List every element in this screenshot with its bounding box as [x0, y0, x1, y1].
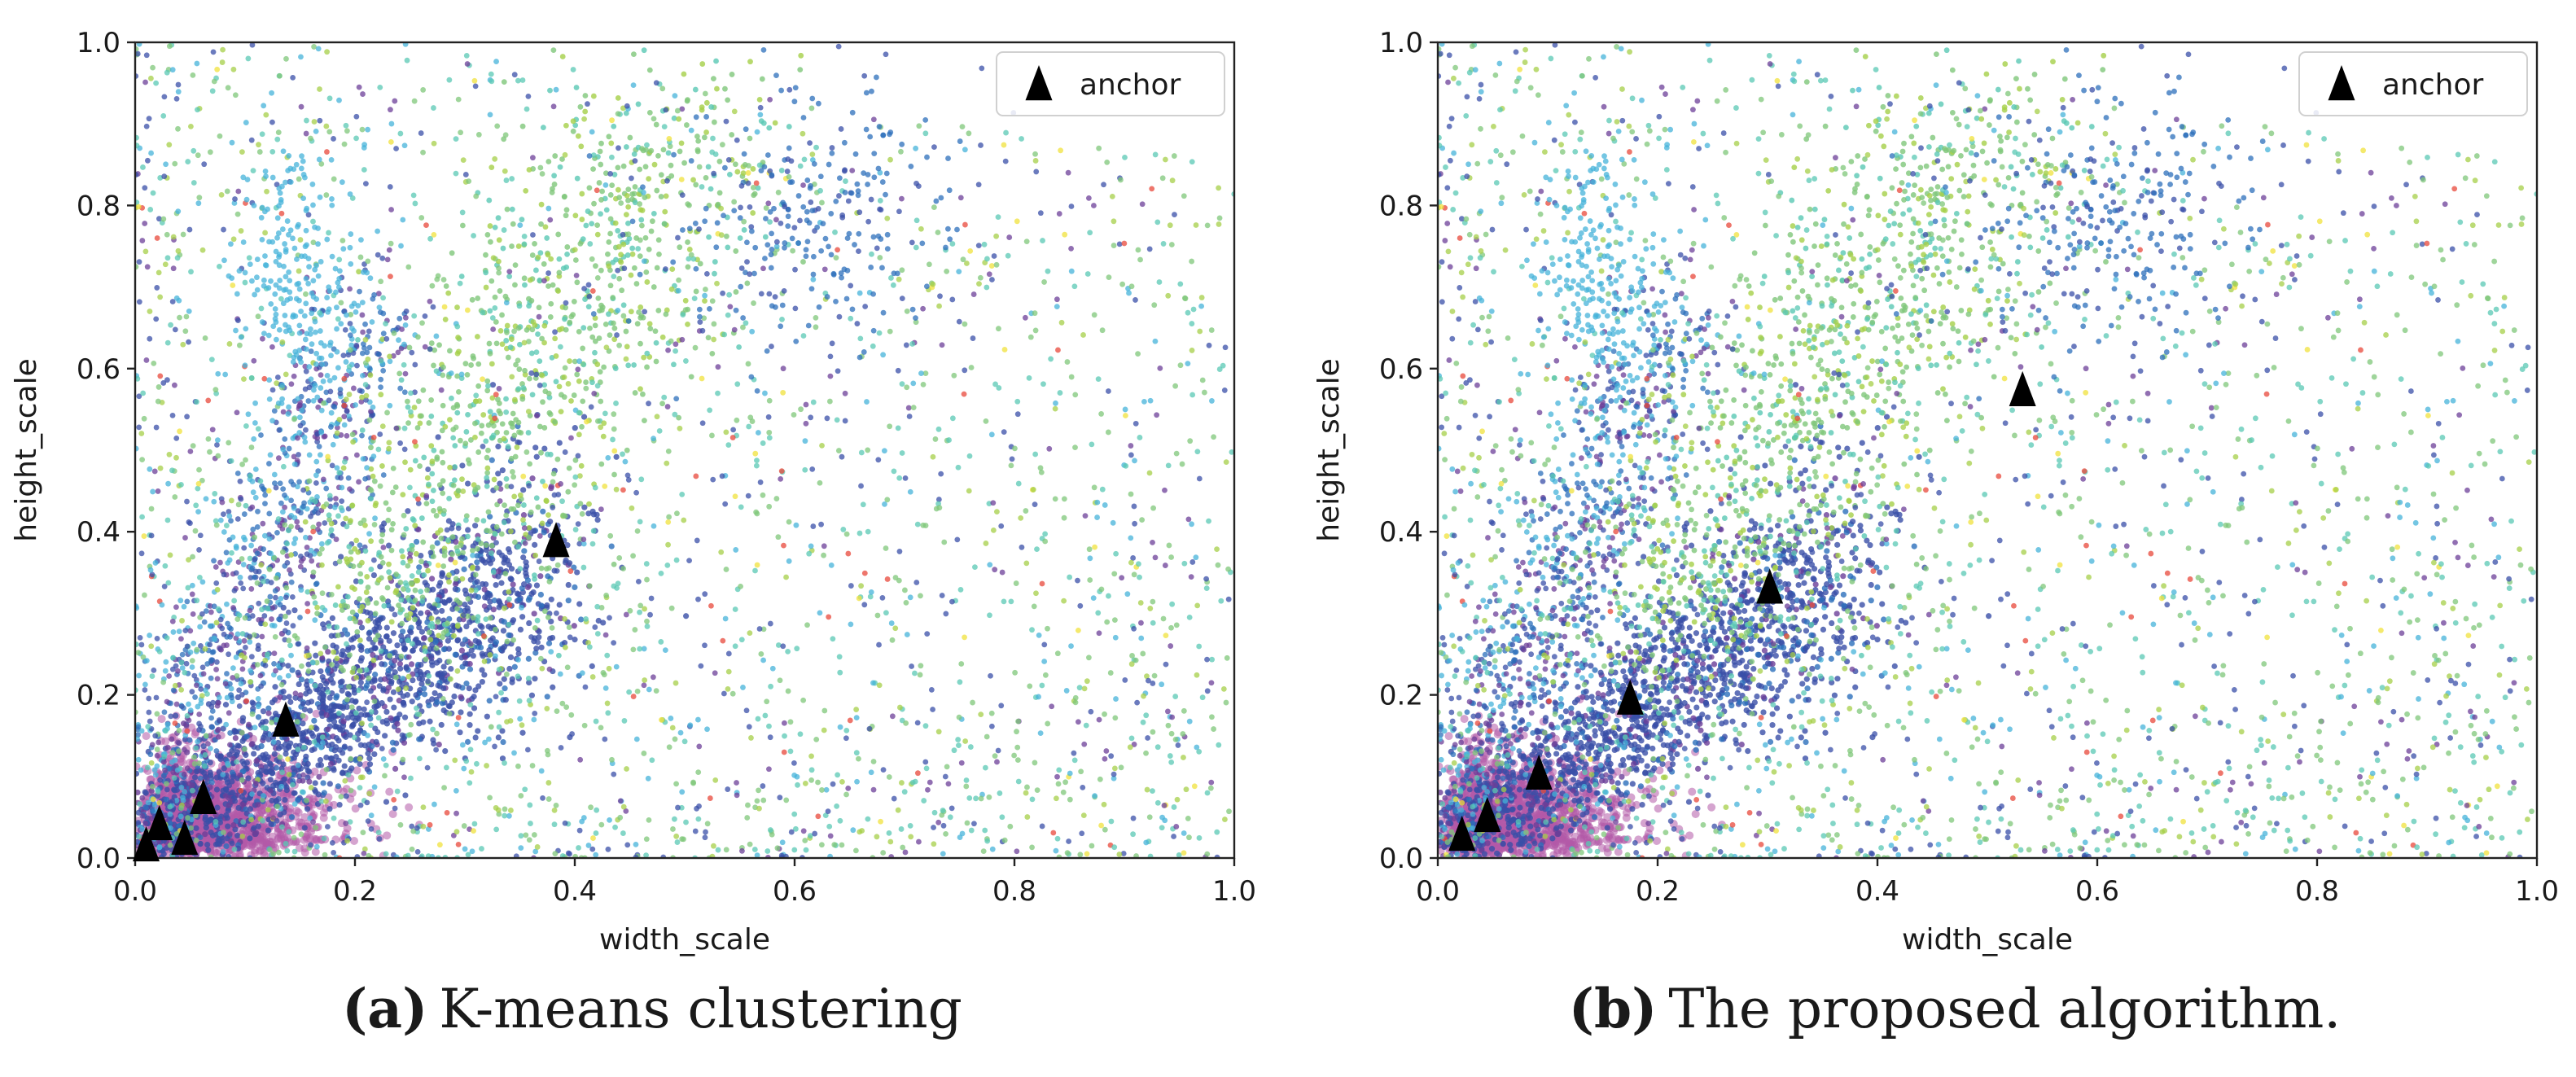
panel-a-scatter-points	[132, 0, 1237, 860]
panel-a-xlabel: width_scale	[599, 923, 770, 957]
panel-b-caption: (b)The proposed algorithm.	[1569, 977, 2342, 1040]
panel-a-caption: (a)K-means clustering	[342, 977, 962, 1040]
panel-b-legend-label: anchor	[2382, 68, 2484, 102]
panel-a-xtick-label: 1.0	[1212, 875, 1256, 908]
panel-b-xlabel: width_scale	[1902, 923, 2073, 957]
panel-b-scatter-points	[1435, 0, 2539, 860]
panel-b-xtick-label: 0.0	[1416, 875, 1460, 908]
panel-b-legend: anchor	[2299, 52, 2527, 116]
panel-b-xtick-label: 0.2	[1636, 875, 1680, 908]
panel-b-xtick-label: 1.0	[2515, 875, 2559, 908]
panel-b-ytick-label: 0.6	[1379, 353, 1423, 386]
panel-a: 0.0 0.2 0.4 0.6 0.8 1.0 0.0 0.2 0.4 0.6 0.8 1.0 wid…	[10, 0, 1256, 1040]
panel-a-legend-label: anchor	[1080, 68, 1181, 102]
panel-a-ylabel: height_scale	[10, 358, 43, 542]
panel-a-ytick-label: 1.0	[77, 27, 120, 59]
panel-b-caption-text: The proposed algorithm.	[1668, 978, 2341, 1040]
panel-a-xtick-label: 0.0	[113, 875, 157, 908]
panel-a-legend: anchor	[997, 52, 1224, 116]
panel-b-ytick-label: 0.2	[1379, 680, 1423, 712]
panel-a-ytick-label: 0.8	[77, 190, 120, 222]
panel-b-ytick-label: 1.0	[1379, 27, 1423, 59]
panel-b-ylabel: height_scale	[1312, 358, 1346, 542]
panel-a-ytick-label: 0.2	[77, 680, 120, 712]
panel-a-ytick-label: 0.6	[77, 353, 120, 386]
panel-a-xtick-label: 0.4	[553, 875, 597, 908]
panel-b-xtick-label: 0.8	[2295, 875, 2339, 908]
panel-b-xtick-label: 0.6	[2075, 875, 2119, 908]
panel-a-xtick-label: 0.6	[773, 875, 817, 908]
panel-a-caption-text: K-means clustering	[439, 978, 962, 1040]
panel-a-xtick-label: 0.2	[333, 875, 377, 908]
panel-b-ytick-label: 0.4	[1379, 516, 1423, 549]
panel-b-ytick-label: 0.0	[1379, 843, 1423, 875]
panel-b-anchor-point	[2009, 371, 2036, 406]
panel-a-ytick-label: 0.4	[77, 516, 120, 549]
panel-a-axes: 0.0 0.2 0.4 0.6 0.8 1.0 0.0 0.2 0.4 0.6 0.8 1.0	[77, 27, 1256, 908]
panel-a-caption-letter: (a)	[342, 977, 427, 1040]
panel-b-xtick-label: 0.4	[1855, 875, 1899, 908]
panel-a-ytick-label: 0.0	[77, 843, 120, 875]
panel-b-axes: 0.0 0.2 0.4 0.6 0.8 1.0 0.0 0.2 0.4 0.6 0.8 1.0	[1379, 27, 2559, 908]
panel-a-xtick-label: 0.8	[992, 875, 1036, 908]
panel-b: 0.0 0.2 0.4 0.6 0.8 1.0 0.0 0.2 0.4 0.6 0.8 1.0 wid…	[1312, 0, 2559, 1040]
panel-b-ytick-label: 0.8	[1379, 190, 1423, 222]
panel-b-caption-letter: (b)	[1569, 977, 1658, 1040]
